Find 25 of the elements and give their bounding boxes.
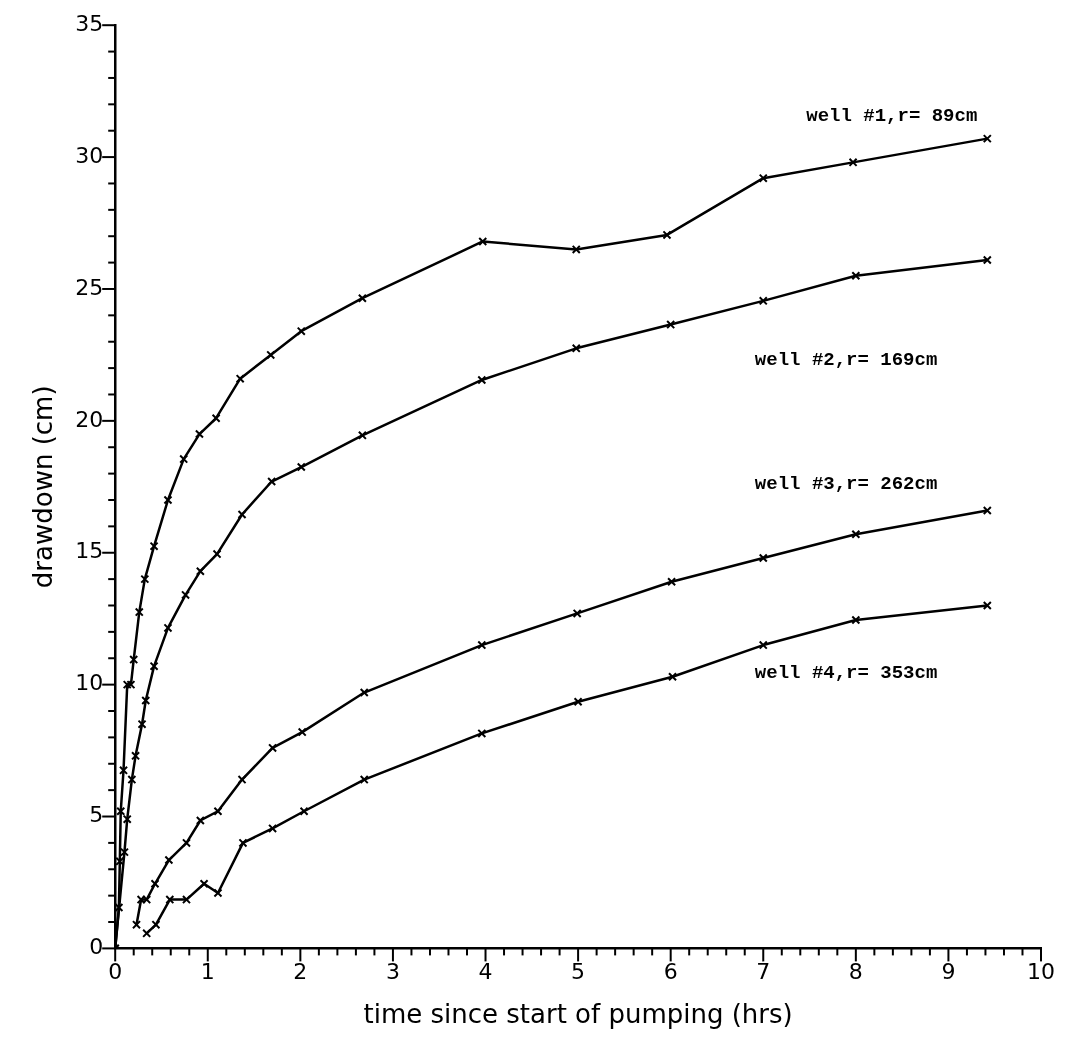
y-tick-label: 0 — [89, 934, 104, 960]
x-tick-label: 4 — [478, 959, 493, 985]
x-tick-label: 3 — [385, 959, 400, 985]
y-tick-label: 15 — [75, 538, 104, 564]
y-tick-label: 25 — [75, 274, 104, 300]
x-tick-label: 8 — [848, 959, 863, 985]
series-label: well #1,r= 89cm — [806, 105, 978, 128]
x-tick-label: 2 — [293, 959, 308, 985]
x-tick-label: 6 — [663, 959, 678, 985]
x-axis-title: time since start of pumping (hrs) — [363, 999, 793, 1030]
y-tick-label: 35 — [75, 10, 104, 36]
series-label: well #3,r= 262cm — [754, 473, 938, 496]
x-tick-label: 1 — [200, 959, 215, 985]
x-tick-label: 7 — [756, 959, 771, 985]
series-label: well #4,r= 353cm — [754, 662, 938, 685]
text: well #2,r= 169cm — [754, 348, 938, 371]
x-tick-label: 0 — [108, 959, 123, 985]
y-axis-title: drawdown (cm) — [28, 385, 59, 589]
x-tick-label: 10 — [1027, 959, 1055, 985]
y-tick-label: 20 — [75, 406, 104, 432]
y-tick-label: 30 — [75, 142, 104, 168]
x-tick-label: 9 — [941, 959, 956, 985]
y-tick-label: 5 — [89, 802, 104, 828]
y-tick-label: 10 — [75, 670, 104, 696]
x-tick-label: 5 — [571, 959, 586, 985]
